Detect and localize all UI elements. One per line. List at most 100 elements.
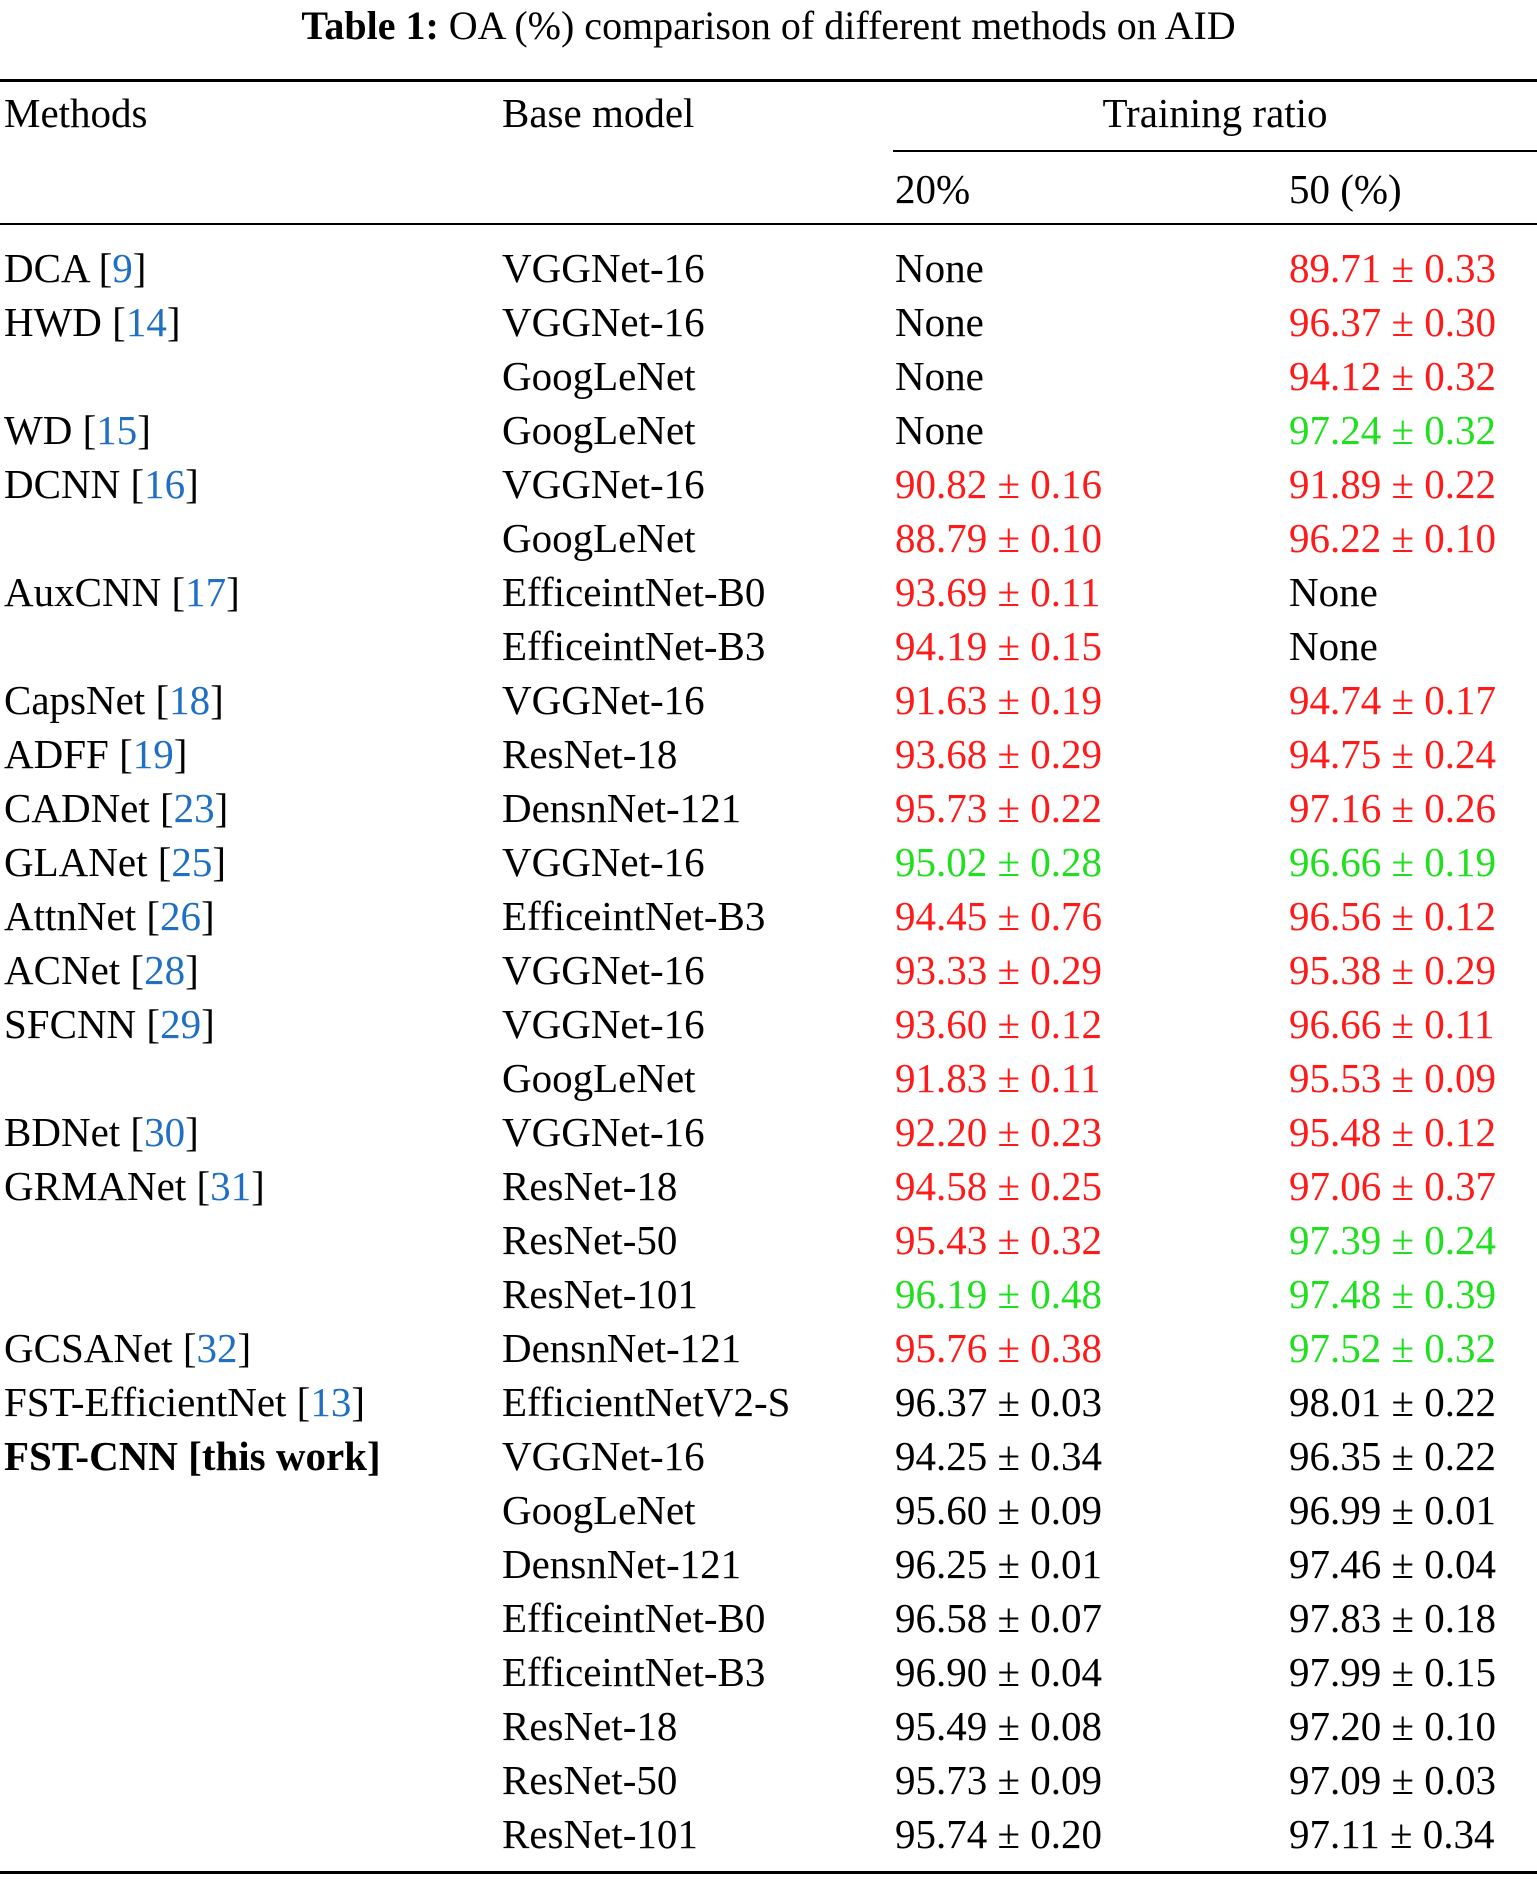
row-base-model: VGGNet-16	[502, 1109, 705, 1155]
row-method: AttnNet [26]	[4, 893, 215, 939]
row-ratio-20-value: None	[895, 299, 984, 345]
row-base-model: VGGNet-16	[502, 245, 705, 291]
method-name: SFCNN	[4, 1001, 137, 1047]
method-name: WD	[4, 407, 73, 453]
method-name: GCSANet	[4, 1325, 173, 1371]
row-ratio-20-value: 91.83 ± 0.11	[895, 1055, 1101, 1101]
citation-link[interactable]: 18	[169, 677, 211, 723]
row-ratio-50-value: 97.99 ± 0.15	[1289, 1649, 1497, 1695]
citation-link[interactable]: 17	[185, 569, 227, 615]
row-ratio-50-value: None	[1289, 623, 1378, 669]
citation-link[interactable]: 14	[125, 299, 167, 345]
header-base-model: Base model	[502, 90, 695, 136]
row-base-model: ResNet-50	[502, 1217, 678, 1263]
header-ratio-20: 20%	[895, 166, 971, 212]
caption-label: Table 1:	[301, 3, 439, 48]
row-ratio-50-value: 97.39 ± 0.24	[1289, 1217, 1497, 1263]
method-name: GLANet	[4, 839, 148, 885]
row-ratio-50-value: 97.24 ± 0.32	[1289, 407, 1497, 453]
row-method: FST-CNN [this work]	[4, 1429, 381, 1483]
row-base-model: VGGNet-16	[502, 947, 705, 993]
row-base-model: GoogLeNet	[502, 515, 696, 561]
row-base-model: ResNet-18	[502, 1163, 678, 1209]
row-base-model: DensnNet-121	[502, 1541, 742, 1587]
row-method: DCA [9]	[4, 245, 147, 291]
row-ratio-20-value: 88.79 ± 0.10	[895, 515, 1103, 561]
row-base-model: VGGNet-16	[502, 1001, 705, 1047]
row-base-model: VGGNet-16	[502, 299, 705, 345]
row-ratio-50-value: 98.01 ± 0.22	[1289, 1379, 1497, 1425]
row-method: SFCNN [29]	[4, 1001, 215, 1047]
row-base-model: ResNet-50	[502, 1757, 678, 1803]
row-method: GRMANet [31]	[4, 1163, 265, 1209]
citation-link[interactable]: 28	[144, 947, 186, 993]
caption-text: OA (%) comparison of different methods o…	[448, 3, 1236, 48]
header-ratio-50: 50 (%)	[1289, 166, 1402, 212]
training-ratio-rule	[893, 150, 1537, 152]
row-base-model: VGGNet-16	[502, 677, 705, 723]
citation-link[interactable]: 9	[112, 245, 133, 291]
method-name: CADNet	[4, 785, 150, 831]
citation-link[interactable]: 26	[160, 893, 201, 939]
row-ratio-20-value: None	[895, 245, 984, 291]
row-ratio-20-value: 96.90 ± 0.04	[895, 1649, 1103, 1695]
row-base-model: DensnNet-121	[502, 785, 742, 831]
row-ratio-50-value: 97.09 ± 0.03	[1289, 1757, 1497, 1803]
row-ratio-50-value: 96.66 ± 0.19	[1289, 839, 1497, 885]
row-ratio-20-value: 95.49 ± 0.08	[895, 1703, 1103, 1749]
method-name: DCA	[4, 245, 89, 291]
row-base-model: VGGNet-16	[502, 461, 705, 507]
citation-link[interactable]: 32	[196, 1325, 238, 1371]
row-method: HWD [14]	[4, 299, 181, 345]
citation-link[interactable]: 25	[171, 839, 213, 885]
row-ratio-50-value: 97.83 ± 0.18	[1289, 1595, 1497, 1641]
row-base-model: VGGNet-16	[502, 1433, 705, 1479]
row-ratio-50-value: 97.06 ± 0.37	[1289, 1163, 1497, 1209]
row-ratio-20-value: 96.19 ± 0.48	[895, 1271, 1103, 1317]
method-name: HWD	[4, 299, 102, 345]
row-base-model: EfficeintNet-B3	[502, 893, 766, 939]
row-base-model: GoogLeNet	[502, 353, 696, 399]
row-ratio-50-value: 96.37 ± 0.30	[1289, 299, 1497, 345]
row-base-model: GoogLeNet	[502, 1055, 696, 1101]
citation-link[interactable]: 13	[310, 1379, 352, 1425]
method-name: FST-EfficientNet	[4, 1379, 287, 1425]
row-ratio-20-value: 96.58 ± 0.07	[895, 1595, 1103, 1641]
row-ratio-50-value: 95.53 ± 0.09	[1289, 1055, 1497, 1101]
method-name: AuxCNN	[4, 569, 162, 615]
row-ratio-20-value: 94.25 ± 0.34	[895, 1433, 1103, 1479]
row-ratio-50-value: 96.66 ± 0.11	[1289, 1001, 1495, 1047]
row-method: AuxCNN [17]	[4, 569, 240, 615]
row-ratio-50-value: 94.12 ± 0.32	[1289, 353, 1497, 399]
row-ratio-20-value: None	[895, 353, 984, 399]
citation-link[interactable]: 29	[160, 1001, 202, 1047]
row-ratio-50-value: 97.16 ± 0.26	[1289, 785, 1497, 831]
row-method: ACNet [28]	[4, 947, 199, 993]
row-ratio-20-value: None	[895, 407, 984, 453]
method-name: ACNet	[4, 947, 121, 993]
row-base-model: EfficientNetV2-S	[502, 1379, 791, 1425]
row-ratio-20-value: 95.02 ± 0.28	[895, 839, 1103, 885]
row-method: ADFF [19]	[4, 731, 188, 777]
row-ratio-20-value: 96.37 ± 0.03	[895, 1379, 1103, 1425]
citation-link[interactable]: 31	[210, 1163, 252, 1209]
row-base-model: ResNet-101	[502, 1811, 698, 1857]
method-name: DCNN	[4, 461, 121, 507]
row-base-model: ResNet-101	[502, 1271, 698, 1317]
method-name: BDNet	[4, 1109, 121, 1155]
row-ratio-20-value: 95.74 ± 0.20	[895, 1811, 1103, 1857]
method-name: FST-CNN [this work]	[4, 1433, 381, 1479]
method-name: CapsNet	[4, 677, 146, 723]
row-ratio-50-value: 94.74 ± 0.17	[1289, 677, 1497, 723]
method-name: AttnNet	[4, 893, 137, 939]
citation-link[interactable]: 16	[144, 461, 186, 507]
citation-link[interactable]: 19	[132, 731, 174, 777]
row-method: BDNet [30]	[4, 1109, 199, 1155]
row-ratio-20-value: 96.25 ± 0.01	[895, 1541, 1103, 1587]
header-methods: Methods	[4, 90, 148, 136]
citation-link[interactable]: 23	[173, 785, 215, 831]
row-base-model: EfficeintNet-B0	[502, 569, 766, 615]
citation-link[interactable]: 30	[144, 1109, 186, 1155]
row-ratio-50-value: 96.22 ± 0.10	[1289, 515, 1497, 561]
citation-link[interactable]: 15	[96, 407, 138, 453]
